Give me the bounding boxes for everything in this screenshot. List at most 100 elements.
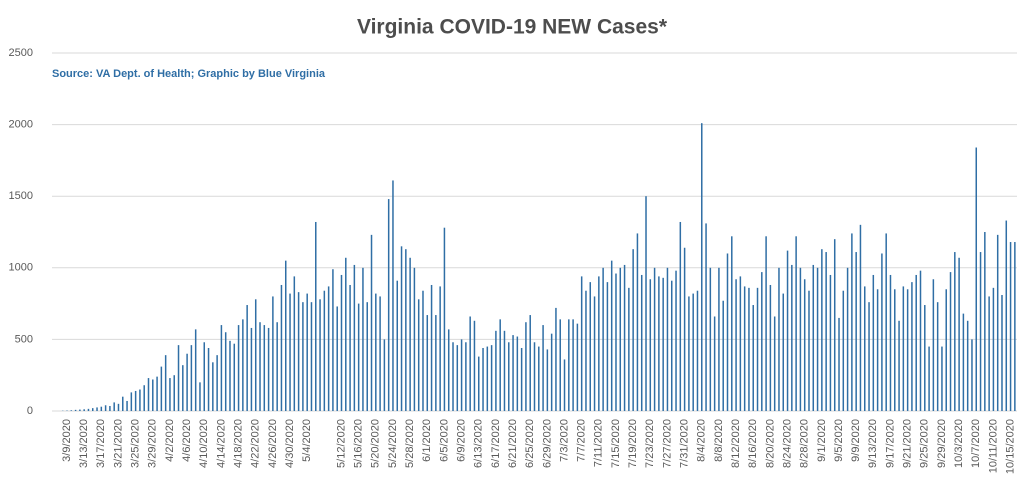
bar (619, 267, 622, 411)
bar (177, 345, 180, 411)
bar (576, 323, 579, 411)
bar (911, 282, 913, 411)
bar (430, 284, 433, 411)
bar (876, 289, 879, 411)
x-tick-label: 3/29/2020 (147, 419, 159, 468)
bar (452, 342, 454, 411)
bar (357, 303, 360, 411)
bar (735, 279, 737, 411)
bar (761, 272, 763, 411)
x-tick-label: 8/4/2020 (696, 419, 708, 462)
bar (96, 407, 98, 411)
bar (846, 267, 849, 411)
bar (919, 270, 922, 411)
x-tick-label: 3/17/2020 (95, 419, 107, 468)
bar (379, 296, 381, 411)
bar (701, 123, 703, 411)
plot-area: 0 500 1000 1500 2000 2500 3/9/2020 3/13/2020 3/1… (9, 47, 1017, 474)
bar (580, 276, 583, 411)
bar (473, 320, 476, 411)
bar (405, 249, 407, 411)
bar (525, 322, 527, 411)
bar (572, 319, 574, 411)
x-tick-label: 9/29/2020 (936, 419, 948, 468)
x-tick-label: 6/29/2020 (541, 419, 553, 468)
bar (653, 267, 656, 411)
x-tick-label: 9/21/2020 (902, 419, 914, 468)
bar (164, 355, 167, 411)
x-tick-label: 5/12/2020 (335, 419, 347, 468)
bar (477, 356, 480, 411)
y-tick-label: 1500 (9, 190, 33, 202)
bar (250, 327, 253, 411)
bar (417, 299, 420, 411)
bar (284, 260, 287, 411)
bar (992, 287, 995, 411)
bar (889, 274, 892, 411)
bar (658, 276, 660, 411)
bar (602, 267, 604, 411)
bar (242, 319, 244, 411)
bar (216, 355, 218, 411)
bar (692, 293, 694, 411)
x-tick-label: 4/18/2020 (232, 419, 244, 468)
bar (623, 264, 626, 411)
bar (160, 366, 163, 411)
bar (422, 290, 424, 411)
bar (315, 221, 317, 411)
bar (628, 287, 630, 411)
x-tick-label: 7/23/2020 (644, 419, 656, 468)
bar (666, 267, 669, 411)
x-tick-label: 8/8/2020 (713, 419, 725, 462)
bar (838, 317, 840, 411)
bar (538, 346, 540, 411)
x-tick-label: 8/28/2020 (799, 419, 811, 468)
bar (126, 400, 128, 411)
bar (568, 319, 570, 411)
bar (743, 286, 746, 411)
bar (297, 292, 300, 411)
x-tick-label: 4/10/2020 (198, 419, 210, 468)
x-tick-label: 3/9/2020 (61, 419, 73, 462)
x-tick-label: 9/5/2020 (833, 419, 845, 462)
bar (958, 257, 960, 411)
bar (859, 224, 862, 411)
x-tick-label: 9/13/2020 (867, 419, 879, 468)
bar (340, 274, 343, 411)
bar (902, 286, 905, 411)
bar (851, 233, 853, 411)
bar (447, 329, 450, 411)
bar (821, 249, 823, 411)
bar (109, 405, 111, 411)
bar (482, 347, 484, 411)
x-tick-label: 5/16/2020 (353, 419, 365, 468)
bar (555, 307, 557, 411)
bar (272, 296, 274, 411)
bar (70, 410, 73, 411)
bar (825, 252, 827, 411)
bar (529, 315, 531, 411)
x-tick-label: 3/21/2020 (112, 419, 124, 468)
bar (585, 290, 587, 411)
bar (722, 300, 724, 411)
x-tick-label: 7/11/2020 (593, 419, 605, 467)
bar (936, 302, 939, 411)
bar (756, 287, 759, 411)
bar (173, 375, 175, 411)
bar (293, 276, 296, 411)
bar (786, 250, 789, 411)
bar (606, 282, 609, 411)
bar (212, 362, 214, 411)
y-tick-label: 1000 (9, 262, 33, 274)
bar (117, 403, 120, 411)
bar (816, 267, 819, 411)
bar (233, 343, 236, 411)
bar (928, 346, 930, 411)
bar (662, 277, 664, 411)
bar (319, 299, 321, 411)
bar (499, 319, 501, 411)
bar (855, 252, 857, 411)
bar (362, 267, 364, 411)
bar (79, 409, 81, 411)
bar (113, 402, 115, 411)
